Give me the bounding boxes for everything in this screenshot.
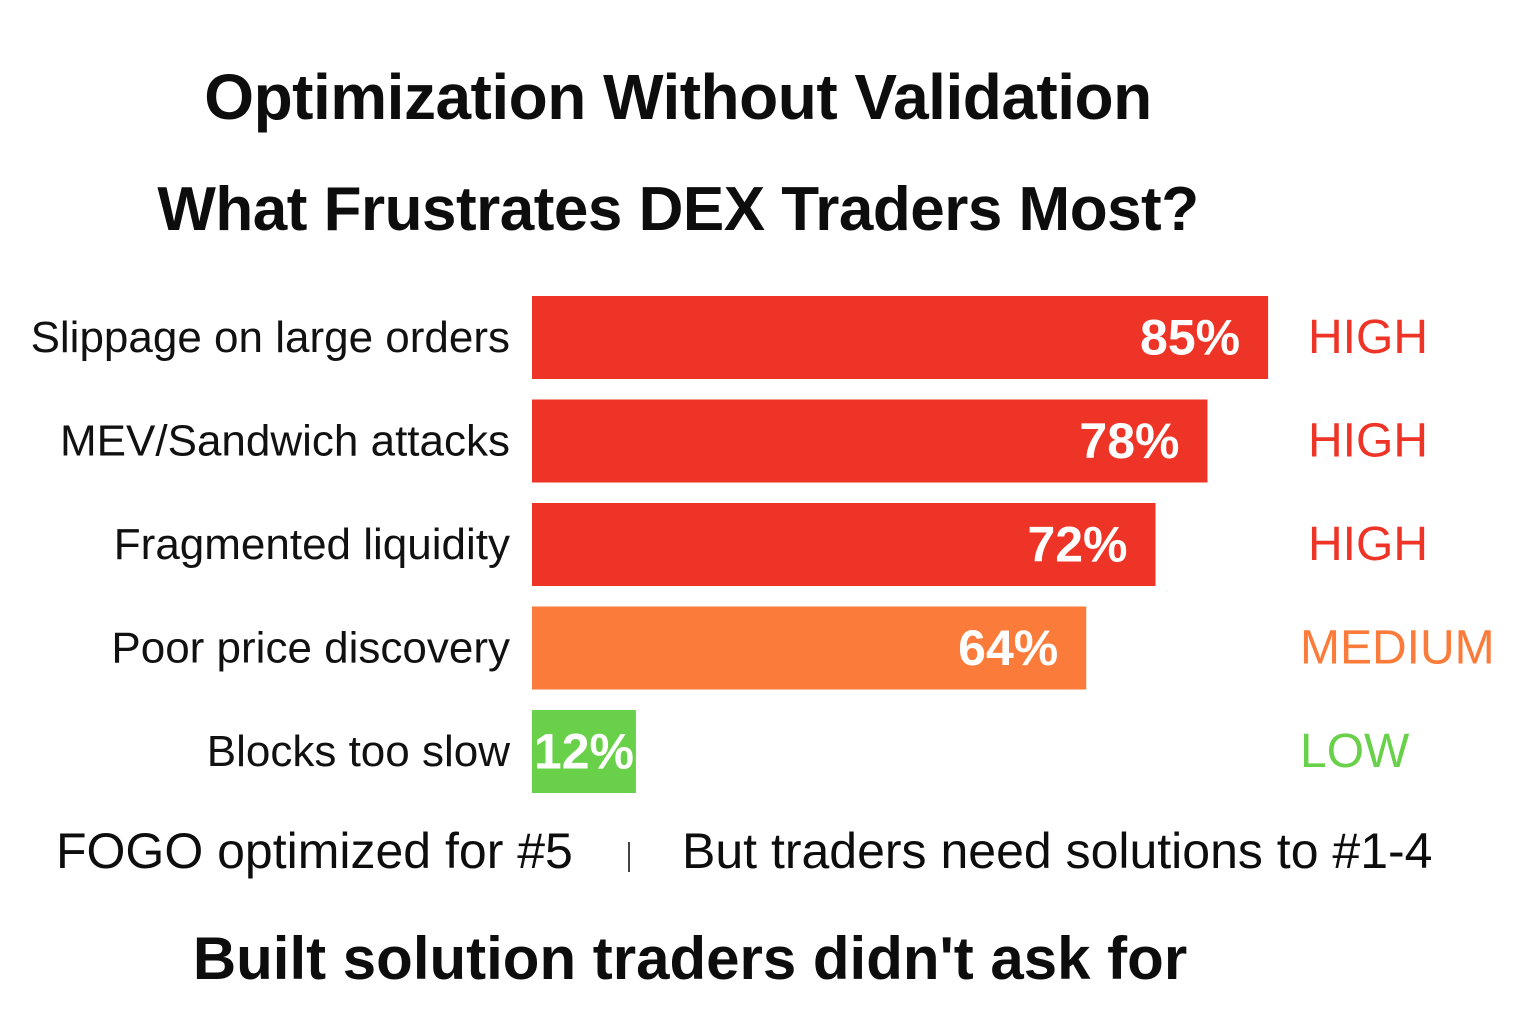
bar <box>532 710 636 793</box>
bar <box>532 399 1208 483</box>
category-label: Poor price discovery <box>111 624 510 673</box>
note-left: FOGO optimized for #5 <box>56 823 573 879</box>
value-label: 78% <box>1079 413 1179 469</box>
bar <box>532 296 1269 379</box>
value-label: 12% <box>534 724 634 780</box>
chart-subtitle: What Frustrates DEX Traders Most? <box>157 175 1199 244</box>
bar <box>532 606 1087 690</box>
severity-label: MEDIUM <box>1300 622 1495 675</box>
value-label: 85% <box>1140 310 1240 366</box>
value-label: 64% <box>958 620 1058 676</box>
severity-label: LOW <box>1300 725 1410 778</box>
bar <box>532 503 1156 586</box>
value-label: 72% <box>1027 517 1127 573</box>
note-right: But traders need solutions to #1-4 <box>682 823 1433 879</box>
category-label: Slippage on large orders <box>31 313 510 362</box>
conclusion: Built solution traders didn't ask for <box>192 925 1188 992</box>
severity-label: HIGH <box>1308 311 1428 364</box>
chart-title: Optimization Without Validation <box>204 61 1152 133</box>
note-divider <box>628 842 630 872</box>
category-label: Fragmented liquidity <box>114 520 510 569</box>
bar-chart: Slippage on large orders 85% HIGH MEV/Sandw… <box>31 296 1495 793</box>
category-label: MEV/Sandwich attacks <box>60 417 510 466</box>
category-label: Blocks too slow <box>207 727 510 776</box>
severity-label: HIGH <box>1308 415 1428 468</box>
severity-label: HIGH <box>1308 518 1428 571</box>
